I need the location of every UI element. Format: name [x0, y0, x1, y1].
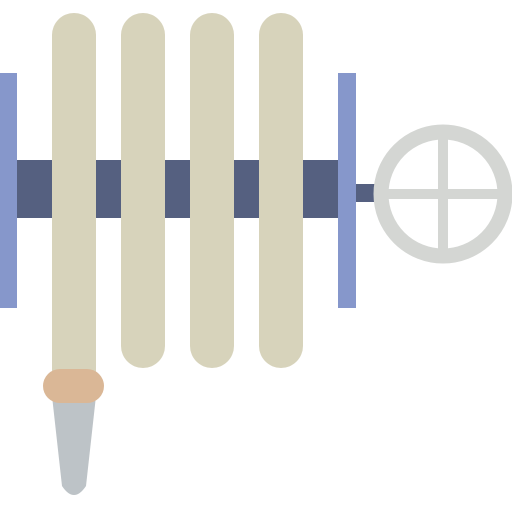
hose-coil — [121, 13, 165, 368]
hose-coil — [52, 13, 96, 396]
right-side-plate — [338, 73, 356, 308]
crank-wheel-icon — [373, 124, 512, 264]
crank-shaft — [354, 184, 380, 202]
hose-coil — [259, 13, 303, 368]
hose-coupling — [43, 369, 104, 403]
nozzle — [52, 396, 96, 495]
hose-coil — [190, 13, 234, 368]
left-side-plate — [0, 73, 17, 308]
